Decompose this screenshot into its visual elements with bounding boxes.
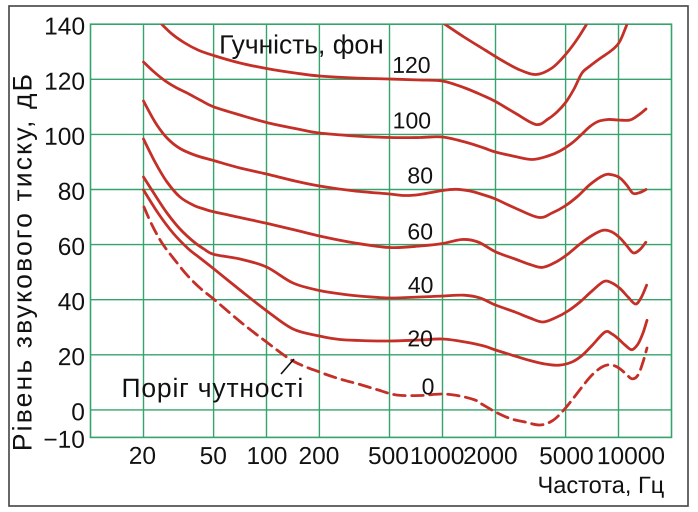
svg-text:80: 80 — [58, 179, 85, 206]
svg-text:60: 60 — [407, 218, 433, 244]
svg-text:40: 40 — [408, 272, 434, 298]
svg-text:20: 20 — [407, 325, 433, 351]
svg-text:50: 50 — [200, 443, 227, 470]
svg-text:20: 20 — [129, 443, 156, 470]
svg-text:0: 0 — [422, 373, 435, 399]
svg-text:140: 140 — [44, 13, 85, 40]
svg-text:2000: 2000 — [463, 443, 518, 470]
svg-text:0: 0 — [71, 399, 85, 426]
svg-text:10000: 10000 — [597, 443, 665, 470]
svg-text:1000: 1000 — [410, 443, 465, 470]
svg-text:100: 100 — [44, 124, 85, 151]
svg-text:200: 200 — [298, 443, 339, 470]
svg-text:40: 40 — [58, 289, 85, 316]
svg-text:Частота, Гц: Частота, Гц — [537, 473, 664, 499]
svg-text:20: 20 — [58, 344, 85, 371]
svg-text:−10: −10 — [43, 427, 85, 454]
svg-text:60: 60 — [58, 234, 85, 261]
svg-text:5000: 5000 — [539, 443, 594, 470]
svg-text:120: 120 — [44, 69, 85, 96]
svg-text:Гучність, фон: Гучність, фон — [219, 29, 384, 59]
svg-text:120: 120 — [392, 52, 430, 78]
svg-text:Поріг чутності: Поріг чутності — [122, 373, 304, 403]
svg-text:500: 500 — [368, 443, 409, 470]
svg-text:100: 100 — [246, 443, 287, 470]
svg-text:100: 100 — [393, 107, 431, 133]
svg-text:80: 80 — [407, 162, 433, 188]
svg-text:Рівень звукового тиску, дБ: Рівень звукового тиску, дБ — [8, 72, 38, 451]
